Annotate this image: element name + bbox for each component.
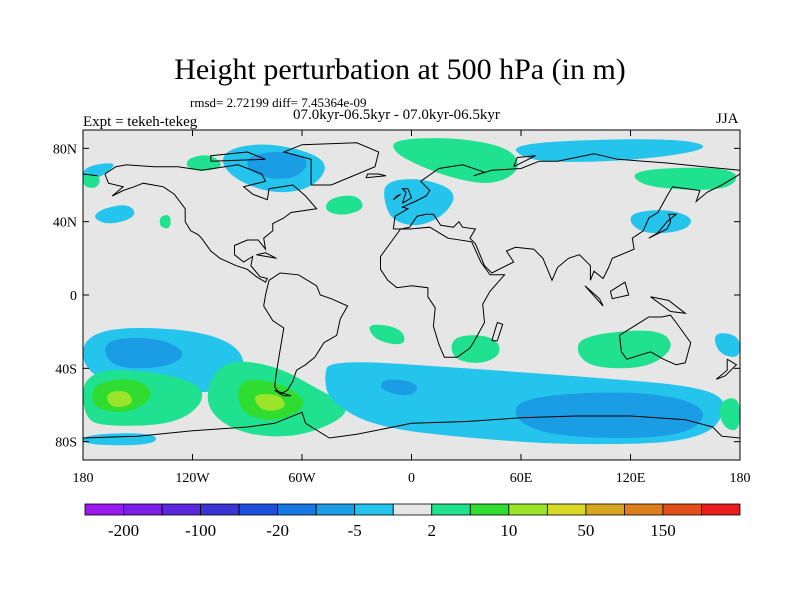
coastline xyxy=(491,321,504,342)
coastline xyxy=(263,272,349,395)
season-label: JJA xyxy=(716,111,739,127)
colorbar-swatch xyxy=(84,503,124,516)
coastline xyxy=(256,252,277,259)
contour-region-neg2 xyxy=(515,392,704,438)
lat-tick-label: 40S xyxy=(55,362,77,377)
colorbar-swatch xyxy=(624,503,664,516)
coastline xyxy=(392,193,401,201)
lon-tick-label: 60W xyxy=(288,471,316,486)
contour-region-pos xyxy=(159,215,171,229)
coastline xyxy=(648,213,678,239)
coastline xyxy=(513,155,536,168)
contour-region-pos xyxy=(186,155,221,171)
colorbar-swatch xyxy=(392,503,433,516)
contour-region-neg xyxy=(630,210,691,234)
coastline xyxy=(393,173,740,282)
colorbar-label: -200 xyxy=(108,521,139,540)
colorbar-swatch xyxy=(238,503,279,516)
colorbar-label: -100 xyxy=(185,521,216,540)
contour-region-pos xyxy=(369,324,405,345)
contour-region-pos3 xyxy=(254,394,285,411)
coastline xyxy=(401,188,413,204)
contour-region-neg xyxy=(95,205,135,224)
coastline xyxy=(282,142,380,186)
coastline xyxy=(650,296,688,315)
colorbar-swatch xyxy=(585,503,625,516)
colorbar-swatch xyxy=(200,503,240,516)
coastline xyxy=(380,226,506,358)
colorbar-swatch xyxy=(315,503,356,516)
coastline xyxy=(619,314,692,366)
colorbar-label: 2 xyxy=(428,521,437,540)
coastline xyxy=(365,173,387,179)
contour-region-neg xyxy=(384,179,454,226)
colorbar-label: 150 xyxy=(650,521,676,540)
coastline xyxy=(83,173,98,177)
colorbar-swatch xyxy=(161,503,201,516)
experiment-label: Expt = tekeh-tekeg xyxy=(83,114,198,130)
coastline xyxy=(210,151,266,162)
contour-region-pos xyxy=(634,167,737,190)
lat-tick-label: 0 xyxy=(70,289,77,304)
contour-region-neg xyxy=(714,333,740,357)
lon-tick-label: 180 xyxy=(730,471,751,486)
contour-region-neg2 xyxy=(247,151,307,179)
colorbar-label: -20 xyxy=(266,521,289,540)
lon-tick-label: 60E xyxy=(510,471,533,486)
contour-region-pos xyxy=(325,195,363,215)
lon-tick-label: 180 xyxy=(73,471,94,486)
axis-ticks: 80N 40N 0 40S 80S 180 120W 60W 0 60E 120E 180 xyxy=(53,130,751,486)
contour-region-pos xyxy=(577,330,671,369)
lon-tick-label: 0 xyxy=(408,471,415,486)
contour-region-pos xyxy=(719,398,740,431)
colorbar-swatch xyxy=(662,503,702,516)
coastline xyxy=(609,281,630,300)
contour-region-neg2 xyxy=(381,379,417,396)
contour-region-neg xyxy=(515,139,704,162)
colorbar-swatch xyxy=(469,503,510,516)
stats-label: rmsd= 2.72199 diff= 7.45364e-09 xyxy=(190,95,367,110)
contour-region-pos xyxy=(451,335,500,363)
colorbar-label: 10 xyxy=(500,521,517,540)
colorbar: -200 -100 -20 -5 2 10 50 150 xyxy=(84,503,741,540)
contour-region-pos xyxy=(83,174,100,188)
coastline xyxy=(104,164,318,283)
colorbar-swatch xyxy=(123,503,163,516)
lat-tick-label: 80S xyxy=(55,436,77,451)
colorbar-swatch xyxy=(354,503,394,516)
coastline xyxy=(83,411,740,439)
coastline xyxy=(584,285,604,307)
coastline-layer xyxy=(83,142,740,439)
period-label: 07.0kyr-06.5kyr - 07.0kyr-06.5kyr xyxy=(293,107,500,123)
lat-tick-label: 80N xyxy=(53,142,77,157)
map-title: Height perturbation at 500 hPa (in m) xyxy=(174,53,626,86)
coastline xyxy=(274,389,292,397)
colorbar-swatch xyxy=(701,503,741,516)
contour-region-pos3 xyxy=(107,391,132,408)
colorbar-label: 50 xyxy=(577,521,594,540)
colorbar-swatch xyxy=(431,503,471,516)
contour-region-neg2 xyxy=(105,338,183,369)
lon-tick-label: 120W xyxy=(175,471,210,486)
colorbar-swatch xyxy=(546,503,587,516)
colorbar-swatch xyxy=(277,503,317,516)
lat-tick-label: 40N xyxy=(53,216,77,231)
colorbar-label: -5 xyxy=(348,521,362,540)
coastline xyxy=(715,358,738,380)
lon-tick-label: 120E xyxy=(616,471,646,486)
coastline xyxy=(392,153,740,230)
colorbar-swatch xyxy=(508,503,548,516)
